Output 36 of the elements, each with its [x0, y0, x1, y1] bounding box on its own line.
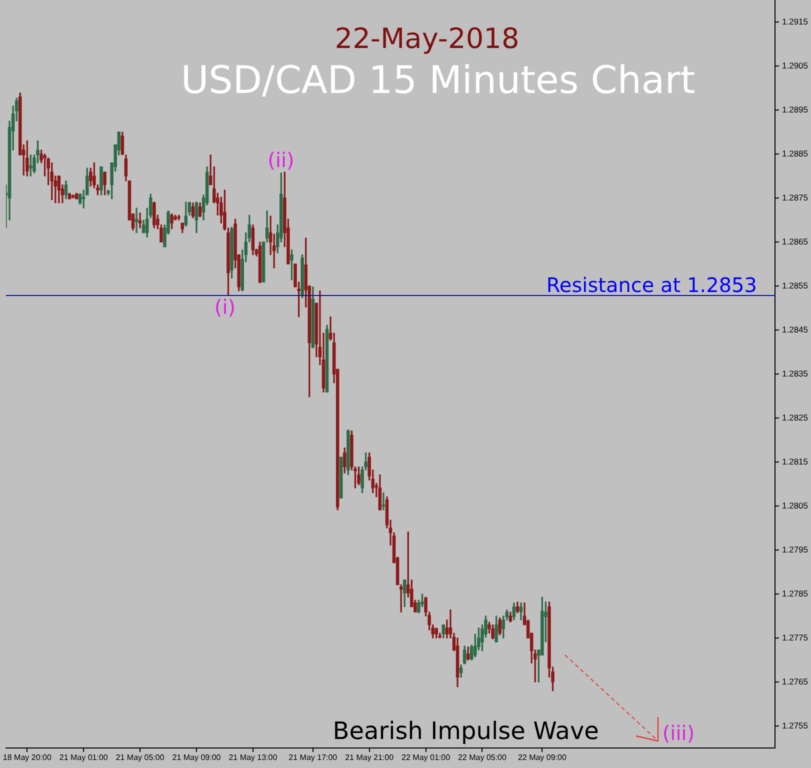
- x-tick-label: 22 May 01:00: [402, 753, 451, 762]
- y-tick-label: 1.2845: [782, 324, 808, 334]
- text: 22-May-2018: [334, 22, 520, 55]
- candlestick: [382, 492, 386, 510]
- y-tick-label: 1.2765: [782, 676, 808, 686]
- y-tick-label: 1.2815: [782, 456, 808, 466]
- y-tick-label: 1.2805: [782, 500, 808, 510]
- annotation: (ii): [268, 148, 294, 172]
- y-tick-label: 1.2795: [782, 544, 808, 554]
- y-tick-label: 1.2905: [782, 60, 808, 70]
- annotation: (i): [214, 295, 236, 320]
- candlestick: [138, 212, 142, 228]
- y-tick-label: 1.2755: [782, 720, 808, 730]
- x-tick-label: 21 May 17:00: [288, 753, 338, 762]
- x-tick-label: 22 May 09:00: [518, 753, 567, 762]
- y-tick-label: 1.2855: [782, 280, 808, 290]
- y-tick-label: 1.2785: [782, 588, 808, 598]
- x-tick-label: 22 May 05:00: [458, 753, 507, 762]
- y-tick-label: 1.2895: [782, 104, 808, 114]
- x-tick-label: 18 May 20:00: [2, 753, 52, 762]
- x-tick-label: 21 May 21:00: [345, 753, 394, 762]
- y-tick-label: 1.2835: [782, 368, 808, 378]
- ref-line-label: Resistance at 1.2853: [546, 272, 757, 297]
- y-tick-label: 1.2915: [782, 16, 808, 26]
- annotation: Bearish Impulse Wave: [332, 717, 599, 745]
- x-tick-label: 21 May 13:00: [228, 753, 278, 762]
- text: USD/CAD 15 Minutes Chart: [180, 58, 696, 102]
- x-tick-label: 21 May 09:00: [172, 753, 222, 762]
- y-tick-label: 1.2885: [782, 148, 808, 158]
- x-tick-label: 21 May 01:00: [59, 753, 108, 762]
- y-tick-label: 1.2875: [782, 192, 808, 202]
- y-tick-label: 1.2775: [782, 632, 808, 642]
- y-tick-label: 1.2825: [782, 412, 808, 422]
- annotation: (iii): [662, 721, 695, 746]
- y-tick-label: 1.2865: [782, 236, 808, 246]
- x-tick-label: 21 May 05:00: [116, 753, 165, 762]
